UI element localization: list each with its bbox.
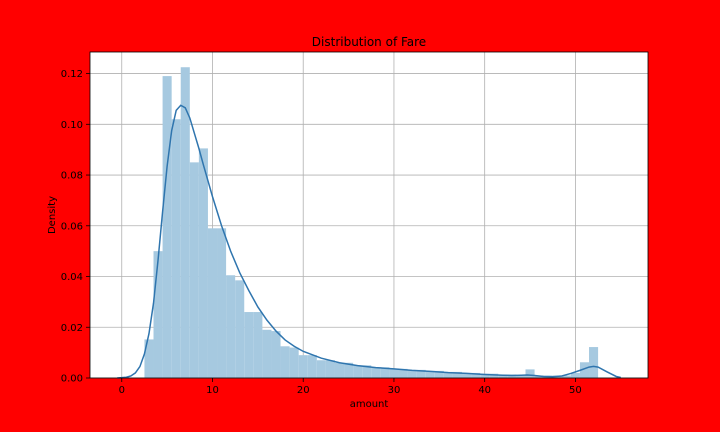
histogram-bar xyxy=(425,370,435,378)
histogram-bar xyxy=(443,371,453,378)
y-axis-ticks: 0.00 0.02 0.04 0.06 0.08 0.10 0.12 xyxy=(61,69,90,385)
y-tick-label: 0.12 xyxy=(61,69,83,80)
histogram-bar xyxy=(507,374,517,378)
histogram-bar xyxy=(244,312,254,378)
histogram-bar xyxy=(380,367,390,378)
y-tick-label: 0.10 xyxy=(61,120,83,131)
x-tick-label: 0 xyxy=(119,385,125,396)
kde-curve xyxy=(117,104,621,379)
histogram-bar xyxy=(235,280,245,378)
histogram-bars xyxy=(144,67,599,379)
histogram-bar xyxy=(353,365,363,378)
histogram-bar xyxy=(198,148,208,378)
histogram-bar xyxy=(162,76,172,378)
histogram-bar xyxy=(561,375,571,378)
chart-title: Distribution of Fare xyxy=(312,35,426,49)
histogram-bar xyxy=(407,369,417,378)
histogram-bar xyxy=(280,346,290,378)
y-tick-label: 0.08 xyxy=(61,171,83,182)
y-tick-label: 0.02 xyxy=(61,323,83,334)
histogram-bar xyxy=(489,373,499,378)
histogram-bar xyxy=(262,329,272,378)
x-tick-label: 50 xyxy=(569,385,582,396)
histogram-bar xyxy=(226,275,236,378)
histogram-bar xyxy=(480,373,490,378)
histogram-bar xyxy=(144,339,154,378)
x-tick-label: 20 xyxy=(297,385,310,396)
histogram-bar xyxy=(516,374,526,378)
histogram-bar xyxy=(570,372,580,378)
histogram-bar xyxy=(180,67,190,378)
histogram-bar xyxy=(534,375,544,378)
histogram-bar xyxy=(271,331,281,378)
histogram-bar xyxy=(153,251,163,378)
histogram-bar xyxy=(462,372,472,378)
histogram-bar xyxy=(389,368,399,378)
histogram-bar xyxy=(498,374,508,378)
histogram-bar xyxy=(579,362,590,378)
plot-frame xyxy=(89,51,649,379)
histogram-bar xyxy=(325,360,335,378)
y-tick-label: 0.04 xyxy=(61,272,83,283)
histogram-bar xyxy=(452,371,462,378)
x-tick-label: 10 xyxy=(206,385,219,396)
histogram-bar xyxy=(189,162,199,378)
histogram-bar xyxy=(371,367,381,378)
histogram-bar xyxy=(334,362,345,378)
histogram-bar xyxy=(289,347,299,378)
histogram-bar xyxy=(362,365,372,378)
histogram-bar xyxy=(298,355,308,378)
histogram-bar xyxy=(416,369,426,378)
histogram-bar xyxy=(171,119,181,379)
x-tick-label: 40 xyxy=(478,385,491,396)
y-tick-label: 0.06 xyxy=(61,221,83,232)
y-axis-label: Density xyxy=(47,196,58,234)
histogram-bar xyxy=(589,347,599,378)
histogram-bar xyxy=(434,370,444,378)
y-tick-label: 0.00 xyxy=(61,374,83,385)
x-axis-ticks: 0 10 20 30 40 50 xyxy=(119,378,582,396)
histogram-bar xyxy=(207,228,218,378)
histogram-bar xyxy=(344,362,354,378)
histogram-bar xyxy=(307,355,317,378)
histogram-bar xyxy=(398,368,408,378)
histogram-bar xyxy=(217,228,227,378)
x-tick-label: 30 xyxy=(388,385,401,396)
histogram-bar xyxy=(316,360,326,378)
x-axis-label: amount xyxy=(350,399,389,410)
histogram-bar xyxy=(253,312,263,378)
histogram-bar xyxy=(525,369,535,378)
histogram-bar xyxy=(471,372,481,378)
